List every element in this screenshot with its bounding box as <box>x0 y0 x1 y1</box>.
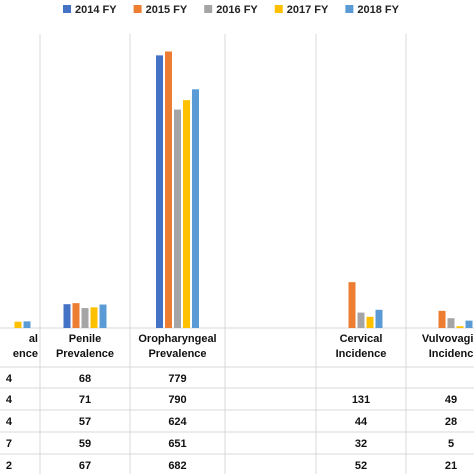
bar-1-0 <box>63 304 71 328</box>
legend-label-3: 2017 FY <box>287 4 329 16</box>
table-cell-1-0: 68 <box>79 373 91 385</box>
category-label-0-0: al <box>29 333 38 345</box>
category-label-4-1: Incidence <box>336 348 387 360</box>
bar-1-1 <box>72 303 80 328</box>
legend-label-0: 2014 FY <box>75 4 117 16</box>
bar-0-3 <box>14 321 22 328</box>
category-label-1-1: Prevalence <box>56 348 114 360</box>
category-label-0-1: ence <box>13 348 38 360</box>
bar-2-1 <box>165 51 172 328</box>
legend-swatch-0 <box>63 5 71 13</box>
table-cell-4-4: 52 <box>355 460 367 472</box>
bar-4-3 <box>366 316 374 328</box>
legend-swatch-2 <box>204 5 213 13</box>
legend: 2014 FY 2015 FY 2016 FY 2017 FY 2018 FY <box>63 4 400 16</box>
legend-label-2: 2016 FY <box>216 4 258 16</box>
table-cell-1-4: 67 <box>79 460 91 472</box>
table-cell-2-4: 682 <box>168 460 186 472</box>
table-cell-0-4: 2 <box>6 460 12 472</box>
bar-2-0 <box>156 55 163 328</box>
table-cell-4-3: 32 <box>355 438 367 450</box>
legend-swatch-4 <box>345 5 354 13</box>
table-cell-2-2: 624 <box>168 416 187 428</box>
bar-0-4 <box>23 321 31 328</box>
bar-4-4 <box>375 309 383 328</box>
bar-4-2 <box>357 312 365 328</box>
table-cell-5-3: 5 <box>448 438 454 450</box>
table-cell-2-1: 790 <box>168 394 186 406</box>
table-cell-0-0: 4 <box>6 373 13 385</box>
table-cell-5-1: 49 <box>445 394 457 406</box>
table-cell-5-2: 28 <box>445 416 457 428</box>
category-label-4-0: Cervical <box>340 333 383 345</box>
legend-swatch-1 <box>133 5 142 13</box>
bar-5-4 <box>465 320 473 328</box>
bar-1-4 <box>99 304 107 328</box>
table-cell-0-1: 4 <box>6 394 13 406</box>
category-dividers <box>0 34 474 474</box>
table-cell-1-2: 57 <box>79 416 91 428</box>
table-cell-1-3: 59 <box>79 438 91 450</box>
bar-5-1 <box>438 310 446 328</box>
bar-1-2 <box>81 308 89 328</box>
bars <box>14 51 473 329</box>
category-label-2-0: Oropharyngeal <box>138 333 216 345</box>
bar-2-4 <box>192 89 199 328</box>
bar-5-2 <box>447 318 455 328</box>
legend-label-4: 2018 FY <box>357 4 399 16</box>
bar-2-3 <box>183 100 190 329</box>
table-cell-2-3: 651 <box>168 438 186 450</box>
category-labels: al ence Penile Prevalence Oropharyngeal Preva… <box>13 333 474 360</box>
table-cell-4-2: 44 <box>355 416 368 428</box>
table-cell-0-2: 4 <box>6 416 13 428</box>
category-label-5-1: Incidenc <box>429 348 474 360</box>
category-label-1-0: Penile <box>69 333 101 345</box>
bar-5-3 <box>456 326 464 328</box>
bar-4-1 <box>348 282 356 328</box>
category-label-2-1: Prevalence <box>148 348 206 360</box>
bar-1-3 <box>90 307 98 328</box>
table-cell-1-1: 71 <box>79 394 91 406</box>
table-cell-4-1: 131 <box>352 394 370 406</box>
bar-2-2 <box>174 109 181 328</box>
legend-swatch-3 <box>274 5 283 13</box>
table-cell-5-4: 21 <box>445 460 457 472</box>
table-cell-0-3: 7 <box>6 438 12 450</box>
category-label-5-0: Vulvovagin <box>422 333 474 345</box>
legend-label-1: 2015 FY <box>146 4 188 16</box>
table-cell-2-0: 779 <box>168 373 186 385</box>
